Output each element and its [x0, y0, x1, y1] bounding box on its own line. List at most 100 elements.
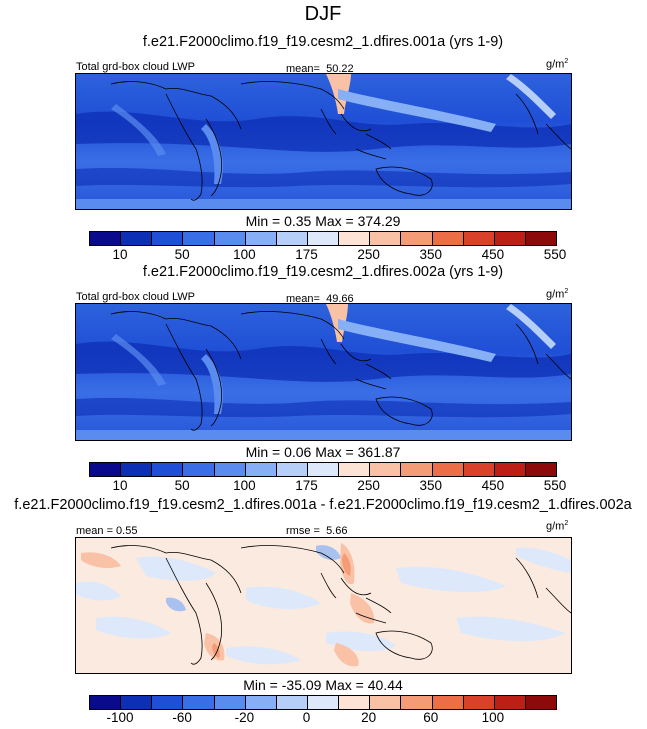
colorbar-tick-label: 550 [543, 247, 567, 262]
panel-3-diff-field [76, 538, 571, 673]
panel-1-mean-label: mean= [286, 63, 320, 75]
colorbar-tick-label: 250 [357, 478, 380, 493]
colorbar-swatch [307, 696, 340, 709]
colorbar-swatch [494, 232, 526, 245]
colorbar-tick-label: 550 [543, 478, 567, 493]
colorbar-tick-label: -100 [106, 710, 134, 725]
panel-1-lwp-field [76, 74, 571, 209]
colorbar-swatch [463, 463, 495, 476]
panel-3-colorbar [89, 695, 557, 710]
colorbar-swatch [432, 232, 464, 245]
colorbar-swatch [90, 463, 122, 476]
panel-3-rmse-value: 5.66 [326, 525, 348, 537]
colorbar-swatch [152, 463, 184, 476]
colorbar-swatch [432, 696, 464, 709]
panel-3-units: g/m2 [546, 520, 569, 533]
colorbar-swatch [339, 232, 371, 245]
panel-3-rmse-label: rmse = [286, 525, 320, 537]
panel-3-map [75, 537, 572, 674]
panel-2-mean: mean= 49.66 [286, 293, 354, 305]
colorbar-tick-label: -60 [172, 710, 192, 725]
colorbar-swatch [525, 232, 557, 245]
colorbar-tick-label: 100 [233, 247, 256, 262]
colorbar-swatch [339, 463, 371, 476]
colorbar-swatch [276, 232, 308, 245]
panel-2-mean-value: 49.66 [326, 293, 354, 305]
colorbar-swatch [152, 232, 184, 245]
colorbar-tick-label: 20 [361, 710, 377, 725]
colorbar-swatch [214, 463, 246, 476]
colorbar-tick-label: 450 [481, 247, 505, 262]
colorbar-swatch [121, 696, 153, 709]
colorbar-swatch [307, 463, 340, 476]
colorbar-tick-label: 0 [302, 710, 311, 725]
colorbar-swatch [183, 696, 215, 709]
panel-1-min-max: Min = 0.35 Max = 374.29 [245, 213, 401, 229]
colorbar-swatch [90, 696, 122, 709]
colorbar-swatch [245, 463, 277, 476]
colorbar-swatch [432, 463, 464, 476]
colorbar-swatch [276, 696, 308, 709]
panel-3-title: f.e21.F2000climo.f19_f19.cesm2_1.dfires.… [14, 497, 632, 513]
colorbar-swatch [245, 696, 277, 709]
panel-2-mean-label: mean= [286, 293, 320, 305]
colorbar-swatch [183, 463, 215, 476]
colorbar-tick-label: 350 [419, 247, 442, 262]
colorbar-tick-label: 250 [357, 247, 380, 262]
colorbar-swatch [494, 463, 526, 476]
panel-2-lwp-field [76, 304, 571, 440]
panel-1-colorbar-ticks: 10 50 100 175 250 350 450 550 [89, 247, 567, 263]
colorbar-tick-label: 100 [481, 710, 505, 725]
panel-1-mean: mean= 50.22 [286, 63, 354, 75]
colorbar-tick-label: 10 [112, 247, 128, 262]
colorbar-swatch [370, 232, 402, 245]
colorbar-tick-label: 450 [481, 478, 505, 493]
colorbar-tick-label: 175 [295, 247, 318, 262]
colorbar-swatch [370, 696, 402, 709]
colorbar-tick-label: -20 [234, 710, 255, 725]
panel-2-field-label: Total grd-box cloud LWP [76, 291, 196, 303]
colorbar-tick-label: 50 [174, 478, 190, 493]
colorbar-swatch [276, 463, 308, 476]
panel-2-map [75, 303, 572, 441]
colorbar-swatch [401, 463, 433, 476]
colorbar-tick-label: 100 [233, 478, 256, 493]
colorbar-swatch [214, 696, 246, 709]
colorbar-swatch [183, 232, 215, 245]
panel-3-mean: mean = 0.55 [76, 525, 138, 537]
panel-2-colorbar-ticks: 10 50 100 175 250 350 450 550 [89, 478, 567, 494]
colorbar-swatch [214, 232, 246, 245]
panel-1-units: g/m2 [546, 58, 569, 71]
colorbar-swatch [494, 696, 526, 709]
panel-1-mean-value: 50.22 [326, 63, 354, 75]
colorbar-swatch [525, 463, 557, 476]
colorbar-swatch [307, 232, 340, 245]
colorbar-swatch [401, 232, 433, 245]
panel-2-colorbar [89, 462, 557, 477]
colorbar-tick-label: 350 [419, 478, 442, 493]
panel-2-min-max: Min = 0.06 Max = 361.87 [245, 444, 401, 460]
panel-3-rmse: rmse = 5.66 [286, 525, 347, 537]
panel-2-title: f.e21.F2000climo.f19_f19.cesm2_1.dfires.… [142, 264, 504, 280]
colorbar-swatch [463, 232, 495, 245]
colorbar-swatch [401, 696, 433, 709]
panel-3-colorbar-ticks: -100 -60 -20 0 20 60 100 [89, 710, 555, 726]
colorbar-swatch [121, 232, 153, 245]
colorbar-swatch [121, 463, 153, 476]
colorbar-swatch [90, 232, 122, 245]
colorbar-swatch [339, 696, 371, 709]
colorbar-tick-label: 10 [112, 478, 128, 493]
panel-1-colorbar [89, 231, 557, 246]
colorbar-swatch [152, 696, 184, 709]
panel-1-map [75, 73, 572, 210]
colorbar-swatch [463, 696, 495, 709]
season-title: DJF [304, 3, 342, 25]
colorbar-tick-label: 175 [295, 478, 318, 493]
colorbar-tick-label: 50 [174, 247, 190, 262]
panel-2-units: g/m2 [546, 288, 569, 301]
colorbar-swatch [245, 232, 277, 245]
panel-1-title: f.e21.F2000climo.f19_f19.cesm2_1.dfires.… [142, 34, 504, 50]
colorbar-swatch [525, 696, 557, 709]
panel-1-field-label: Total grd-box cloud LWP [76, 61, 196, 73]
panel-3-min-max: Min = -35.09 Max = 40.44 [243, 677, 403, 693]
